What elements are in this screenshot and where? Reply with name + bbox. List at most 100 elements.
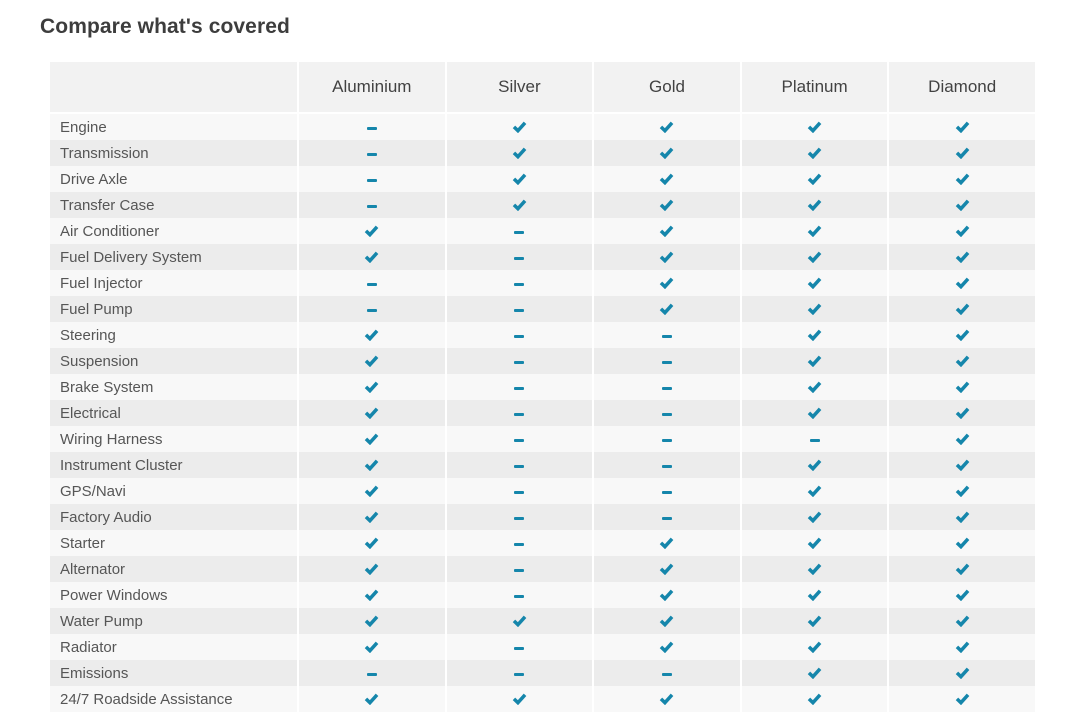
coverage-cell (594, 426, 740, 452)
coverage-cell (446, 426, 593, 452)
check-icon (660, 615, 674, 627)
column-header-aluminium: Aluminium (299, 62, 445, 112)
dash-icon (661, 335, 672, 338)
coverage-cell (446, 660, 593, 686)
check-icon (955, 147, 970, 159)
check-icon (955, 459, 970, 471)
dash-icon (514, 231, 525, 234)
check-icon (365, 485, 379, 497)
check-icon (365, 563, 379, 575)
dash-icon (366, 205, 377, 208)
dash-icon (514, 595, 525, 598)
table-row: GPS/Navi (50, 478, 1035, 504)
check-icon (660, 303, 674, 315)
table-row: Suspension (50, 348, 1035, 374)
check-icon (660, 277, 674, 289)
coverage-cell (594, 166, 740, 192)
coverage-cell (446, 348, 593, 374)
coverage-cell (594, 192, 740, 218)
check-icon (955, 407, 970, 419)
row-label: Factory Audio (50, 504, 297, 530)
check-icon (807, 537, 822, 549)
check-icon (365, 589, 379, 601)
check-icon (365, 511, 379, 523)
check-icon (660, 537, 674, 549)
coverage-cell (594, 114, 740, 140)
dash-icon (514, 569, 525, 572)
coverage-cell (299, 322, 445, 348)
coverage-cell (889, 166, 1035, 192)
check-icon (365, 615, 379, 627)
coverage-cell (299, 270, 445, 296)
coverage-cell (299, 426, 445, 452)
coverage-comparison-table: Aluminium Silver Gold Platinum Diamond Engin… (50, 62, 1035, 712)
check-icon (807, 407, 822, 419)
dash-icon (514, 647, 525, 650)
dash-icon (514, 491, 525, 494)
dash-icon (366, 127, 377, 130)
row-label: Wiring Harness (50, 426, 297, 452)
coverage-cell (299, 530, 445, 556)
table-row: Water Pump (50, 608, 1035, 634)
table-row: Drive Axle (50, 166, 1035, 192)
coverage-cell (299, 244, 445, 270)
coverage-cell (446, 114, 593, 140)
row-label: Brake System (50, 374, 297, 400)
row-label: Air Conditioner (50, 218, 297, 244)
dash-icon (514, 517, 525, 520)
coverage-cell (594, 296, 740, 322)
coverage-cell (299, 478, 445, 504)
row-label: Transmission (50, 140, 297, 166)
check-icon (955, 485, 970, 497)
coverage-cell (741, 582, 888, 608)
coverage-cell (446, 270, 593, 296)
dash-icon (661, 387, 672, 390)
coverage-cell (594, 218, 740, 244)
coverage-cell (889, 686, 1035, 712)
check-icon (807, 251, 822, 263)
coverage-cell (446, 556, 593, 582)
coverage-cell (741, 296, 888, 322)
coverage-cell (594, 686, 740, 712)
row-label: 24/7 Roadside Assistance (50, 686, 297, 712)
row-label: Transfer Case (50, 192, 297, 218)
check-icon (955, 199, 970, 211)
check-icon (807, 641, 822, 653)
table-row: Instrument Cluster (50, 452, 1035, 478)
check-icon (365, 355, 379, 367)
check-icon (955, 173, 970, 185)
check-icon (955, 355, 970, 367)
coverage-cell (889, 478, 1035, 504)
dash-icon (366, 179, 377, 182)
coverage-cell (741, 140, 888, 166)
dash-icon (514, 673, 525, 676)
coverage-cell (741, 322, 888, 348)
table-row: Fuel Delivery System (50, 244, 1035, 270)
coverage-cell (889, 608, 1035, 634)
coverage-cell (594, 244, 740, 270)
coverage-cell (594, 322, 740, 348)
check-icon (955, 303, 970, 315)
check-icon (807, 667, 822, 679)
check-icon (365, 459, 379, 471)
check-icon (807, 121, 822, 133)
table-row: Brake System (50, 374, 1035, 400)
row-label: Drive Axle (50, 166, 297, 192)
coverage-cell (594, 582, 740, 608)
coverage-cell (889, 452, 1035, 478)
dash-icon (661, 413, 672, 416)
row-label: Fuel Delivery System (50, 244, 297, 270)
coverage-cell (299, 374, 445, 400)
check-icon (365, 329, 379, 341)
check-icon (807, 329, 822, 341)
check-icon (660, 225, 674, 237)
dash-icon (514, 361, 525, 364)
check-icon (955, 511, 970, 523)
coverage-cell (446, 192, 593, 218)
check-icon (807, 381, 822, 393)
dash-icon (661, 465, 672, 468)
table-header-row: Aluminium Silver Gold Platinum Diamond (50, 62, 1035, 112)
check-icon (807, 693, 822, 705)
dash-icon (514, 309, 525, 312)
table-row: Electrical (50, 400, 1035, 426)
